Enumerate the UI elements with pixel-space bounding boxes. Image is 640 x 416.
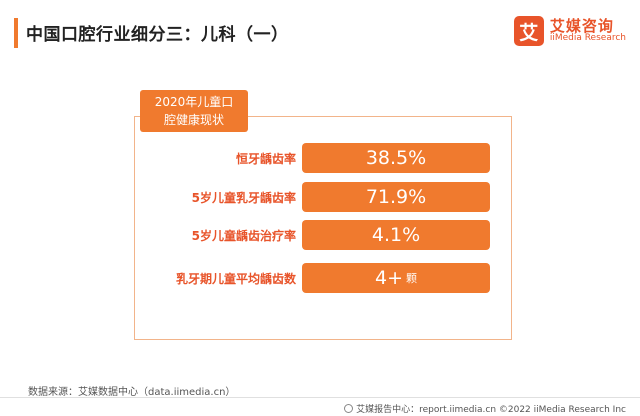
panel-tag-line2: 腔健康现状	[163, 113, 224, 127]
stat-value: 38.5%	[365, 147, 427, 169]
stat-label: 5岁儿童乳牙龋齿率	[191, 190, 296, 205]
logo-mark-icon: 艾	[513, 16, 544, 46]
panel-tag: 2020年儿童口 腔健康现状	[140, 90, 248, 132]
stat-value-box: 4.1%	[302, 220, 490, 250]
stat-value: 71.9%	[365, 186, 427, 208]
footer-text: 艾媒报告中心：report.iimedia.cn ©2022 iiMedia R…	[356, 405, 626, 415]
title-accent-bar	[14, 18, 18, 48]
stat-value-box: 4+ 颗	[302, 263, 490, 293]
brand-logo: 艾 艾媒咨询 iiMedia Research	[513, 14, 626, 48]
copyright-icon	[344, 404, 354, 413]
stat-value-box: 71.9%	[302, 182, 490, 212]
stat-row: 5岁儿童乳牙龋齿率 71.9%	[134, 182, 512, 212]
footer: 艾媒报告中心：report.iimedia.cn ©2022 iiMedia R…	[344, 402, 626, 415]
stat-row: 恒牙龋齿率 38.5%	[134, 143, 512, 173]
logo-name-en: iiMedia Research	[549, 33, 626, 44]
footer-divider	[0, 397, 640, 398]
stat-value: 4.1%	[371, 224, 421, 246]
stat-label: 5岁儿童龋齿治疗率	[191, 228, 296, 243]
stat-unit: 颗	[406, 272, 417, 285]
logo-name-cn: 艾媒咨询	[549, 16, 614, 35]
stat-value: 4+	[374, 267, 403, 289]
stat-row: 乳牙期儿童平均龋齿数 4+ 颗	[134, 263, 512, 293]
page-title: 中国口腔行业细分三：儿科（一）	[26, 25, 289, 45]
stat-label: 恒牙龋齿率	[235, 151, 296, 166]
stat-row: 5岁儿童龋齿治疗率 4.1%	[134, 220, 512, 250]
stat-label: 乳牙期儿童平均龋齿数	[175, 271, 296, 286]
panel-tag-line1: 2020年儿童口	[154, 95, 234, 109]
stat-value-box: 38.5%	[302, 143, 490, 173]
data-source: 数据来源：艾媒数据中心（data.iimedia.cn）	[28, 387, 236, 398]
stats-panel	[134, 116, 512, 340]
